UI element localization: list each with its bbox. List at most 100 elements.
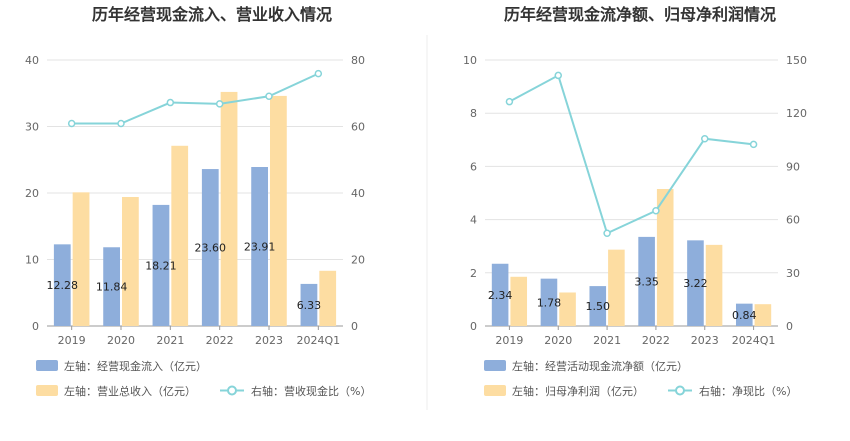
line-point[interactable]	[652, 206, 660, 215]
left-axis-tick-label: 10	[25, 254, 39, 267]
line-point[interactable]	[67, 119, 76, 128]
cash-inflow-revenue-chart: 历年经营现金流入、营业收入情况 0 10 20 30 40 0 20 40 60 80 12.2…	[25, 5, 371, 398]
bar-value-label: 3.35	[634, 275, 659, 288]
right-axis-tick-label: 150	[786, 54, 807, 67]
line-point[interactable]	[314, 69, 323, 78]
legend-swatch-line-marker	[675, 385, 685, 396]
bar-primary[interactable]	[735, 303, 753, 326]
bar-secondary[interactable]	[559, 292, 576, 326]
legend-label-bar-primary: 左轴：经营现金流入（亿元）	[64, 359, 207, 373]
bar-secondary[interactable]	[270, 95, 287, 326]
bar-primary[interactable]	[251, 166, 268, 326]
bar-secondary[interactable]	[510, 276, 528, 326]
x-axis-tick-label: 2022	[642, 334, 670, 347]
chart-title: 历年经营现金流入、营业收入情况	[92, 5, 332, 24]
line-point[interactable]	[554, 71, 562, 80]
legend-label-bar-secondary: 左轴：归母净利润（亿元）	[512, 384, 644, 398]
legend-item-line[interactable]: 右轴：净现比（%）	[668, 384, 797, 398]
bar-secondary[interactable]	[656, 189, 674, 326]
x-axis-tick-label: 2023	[255, 334, 283, 347]
line-point[interactable]	[505, 97, 514, 106]
bar-value-labels: 12.28 11.84 18.21 23.60 23.91 6.33	[47, 240, 322, 311]
left-axis-tick-label: 10	[463, 54, 477, 67]
legend: 左轴：经营现金流入（亿元） 左轴：营业总收入（亿元） 右轴：营收现金比（%）	[36, 359, 371, 398]
left-axis-tick-label: 6	[470, 160, 477, 173]
right-axis-tick-label: 30	[786, 267, 800, 280]
bar-primary[interactable]	[300, 283, 318, 326]
x-axis-tick-label: 2021	[593, 334, 621, 347]
bar-primary[interactable]	[540, 278, 558, 326]
line-point[interactable]	[166, 98, 175, 107]
legend-label-line: 右轴：净现比（%）	[699, 384, 797, 398]
bar-primary[interactable]	[201, 169, 219, 326]
x-axis-ticks: 2019 2020 2021 2022 2023 2024Q1	[495, 326, 775, 347]
bar-secondary[interactable]	[608, 249, 625, 326]
bar-secondary[interactable]	[754, 304, 772, 326]
bar-secondary[interactable]	[122, 196, 139, 326]
bar-primary[interactable]	[638, 236, 655, 326]
bar-primary[interactable]	[589, 286, 607, 326]
legend-item-bar-primary[interactable]: 左轴：经营活动现金流净额（亿元）	[484, 359, 688, 373]
bar-primary[interactable]	[53, 244, 71, 326]
bar-primary[interactable]	[103, 247, 120, 326]
left-axis-tick-label: 2	[470, 267, 477, 280]
bar-secondary[interactable]	[171, 145, 189, 326]
line-point[interactable]	[701, 134, 709, 143]
bar-secondary[interactable]	[705, 244, 723, 326]
right-axis-tick-label: 90	[786, 160, 800, 173]
line-point[interactable]	[265, 92, 273, 100]
line-point[interactable]	[603, 229, 611, 238]
bar-secondary[interactable]	[72, 192, 90, 326]
bar-primary[interactable]	[152, 204, 170, 326]
right-axis-tick-label: 120	[786, 107, 807, 120]
left-axis-tick-label: 40	[25, 54, 39, 67]
bar-value-label: 1.50	[586, 300, 611, 313]
right-axis-tick-label: 60	[786, 214, 800, 227]
x-axis-tick-label: 2022	[206, 334, 234, 347]
legend-item-line[interactable]: 右轴：营收现金比（%）	[220, 384, 371, 398]
legend-swatch-bar-secondary	[36, 385, 58, 396]
left-axis-tick-label: 4	[470, 214, 477, 227]
legend-item-bar-secondary[interactable]: 左轴：归母净利润（亿元）	[484, 384, 644, 398]
left-axis-tick-label: 8	[470, 107, 477, 120]
bar-value-label: 23.60	[195, 242, 227, 255]
x-axis-tick-label: 2019	[58, 334, 86, 347]
bar-value-label: 6.33	[297, 299, 322, 312]
line-series	[67, 69, 323, 128]
legend-swatch-bar-primary	[36, 360, 58, 371]
legend-item-bar-secondary[interactable]: 左轴：营业总收入（亿元）	[36, 384, 196, 398]
bar-value-label: 12.28	[47, 279, 79, 292]
right-axis-tick-label: 40	[351, 187, 365, 200]
bar-value-label: 0.84	[732, 309, 757, 322]
left-axis-tick-label: 20	[25, 187, 39, 200]
left-axis-ticks: 0 10 20 30 40	[25, 54, 39, 333]
right-axis-tick-label: 0	[351, 320, 358, 333]
x-axis-tick-label: 2021	[156, 334, 184, 347]
line-path	[508, 73, 754, 235]
left-axis-ticks: 0 2 4 6 8 10	[463, 54, 477, 333]
line-point[interactable]	[117, 119, 125, 128]
legend-item-bar-primary[interactable]: 左轴：经营现金流入（亿元）	[36, 359, 207, 373]
bar-value-labels: 2.34 1.78 1.50 3.35 3.22 0.84	[488, 275, 757, 321]
legend-swatch-bar-secondary	[484, 385, 506, 396]
bar-primary[interactable]	[491, 263, 509, 326]
chart-title: 历年经营现金流净额、归母净利润情况	[504, 5, 776, 24]
bar-secondary[interactable]	[319, 270, 337, 326]
bar-value-label: 23.91	[244, 240, 276, 253]
legend-label-line: 右轴：营收现金比（%）	[251, 384, 371, 398]
line-path	[71, 72, 319, 125]
legend: 左轴：经营活动现金流净额（亿元） 左轴：归母净利润（亿元） 右轴：净现比（%）	[484, 359, 797, 398]
bar-value-label: 3.22	[683, 277, 708, 290]
line-point[interactable]	[215, 100, 224, 108]
legend-swatch-line-marker	[227, 385, 237, 396]
bar-value-label: 1.78	[537, 296, 562, 309]
right-axis-tick-label: 0	[786, 320, 793, 333]
x-axis-tick-label: 2023	[691, 334, 719, 347]
bar-secondary[interactable]	[220, 91, 238, 326]
right-axis-tick-label: 20	[351, 254, 365, 267]
line-point[interactable]	[749, 140, 758, 149]
bar-primary[interactable]	[687, 240, 704, 326]
bar-value-label: 2.34	[488, 289, 513, 302]
